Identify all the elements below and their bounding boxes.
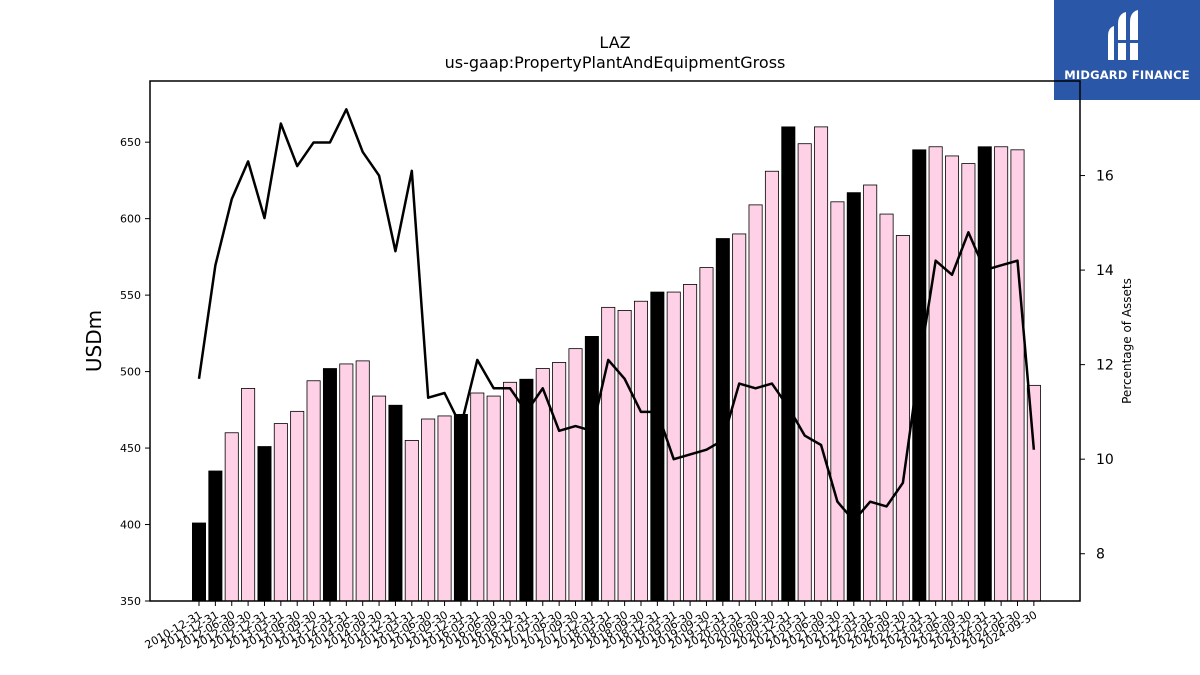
y2-tick-label: 16 [1096,169,1114,185]
bar [208,470,223,602]
bar [322,368,337,602]
y2-tick-label: 10 [1096,452,1114,468]
bar [748,204,763,602]
bar [388,404,403,602]
midgard-finance-logo: MIDGARD FINANCE [1054,0,1200,100]
bar [224,432,239,602]
y-axis-right: 8 10 12 14 16 [1080,169,1114,563]
line-layer [197,108,1036,522]
chart-subtitle: us-gaap:PropertyPlantAndEquipmentGross [445,53,786,72]
bar [601,306,616,602]
y-tick-label: 650 [120,136,141,149]
bar [994,146,1009,602]
bar [568,348,583,602]
bar [895,235,910,602]
y2-tick-label: 14 [1096,263,1114,279]
bar [584,336,599,602]
x-axis: 2010-12-312011-12-312012-06-302012-09-30… [143,601,1039,652]
bar [781,126,796,602]
series-line [197,108,1036,522]
bar [928,146,943,602]
y-tick-label: 450 [120,442,141,455]
bar [683,284,698,602]
bar [1026,384,1041,602]
bar [437,415,452,602]
y-tick-label: 350 [120,595,141,608]
bar [814,126,829,602]
bar [191,522,206,602]
bar [912,149,927,602]
bar [633,300,648,602]
y-axis-label: USDm [82,310,106,372]
bar [1010,149,1025,602]
bar [503,381,518,602]
bar [306,380,321,602]
y-tick-label: 550 [120,289,141,302]
y2-tick-label: 8 [1096,547,1105,563]
bar [404,440,419,602]
bar [797,143,812,602]
bar [552,362,567,602]
bar [961,163,976,602]
y-tick-label: 600 [120,213,141,226]
y2-axis-label: Percentage of Assets [1120,278,1134,404]
y-axis-left: 350 400 450 500 550 600 650 [120,136,150,608]
y-tick-label: 400 [120,519,141,532]
bar [732,233,747,602]
bar [421,418,436,602]
midgard-logo-mark-icon [1108,10,1138,60]
bar [241,388,256,602]
bar [290,410,305,602]
bar [863,184,878,602]
chart-title: LAZ [599,33,630,52]
logo-text: MIDGARD FINANCE [1064,68,1190,82]
plot-frame [149,80,1081,602]
bar [372,395,387,602]
y-tick-label: 500 [120,366,141,379]
y2-tick-label: 12 [1096,358,1114,374]
bar [257,446,272,602]
bar [699,267,714,602]
bar [453,414,468,602]
bar [470,392,485,602]
bar [617,310,632,602]
bar [945,155,960,602]
bar [486,395,501,602]
bar [846,192,861,602]
bar [650,291,665,602]
bar [977,146,992,602]
bar [879,213,894,602]
bar [339,363,354,602]
bar [273,423,288,602]
bars-layer [191,126,1041,602]
bar [355,360,370,602]
bar [830,201,845,602]
